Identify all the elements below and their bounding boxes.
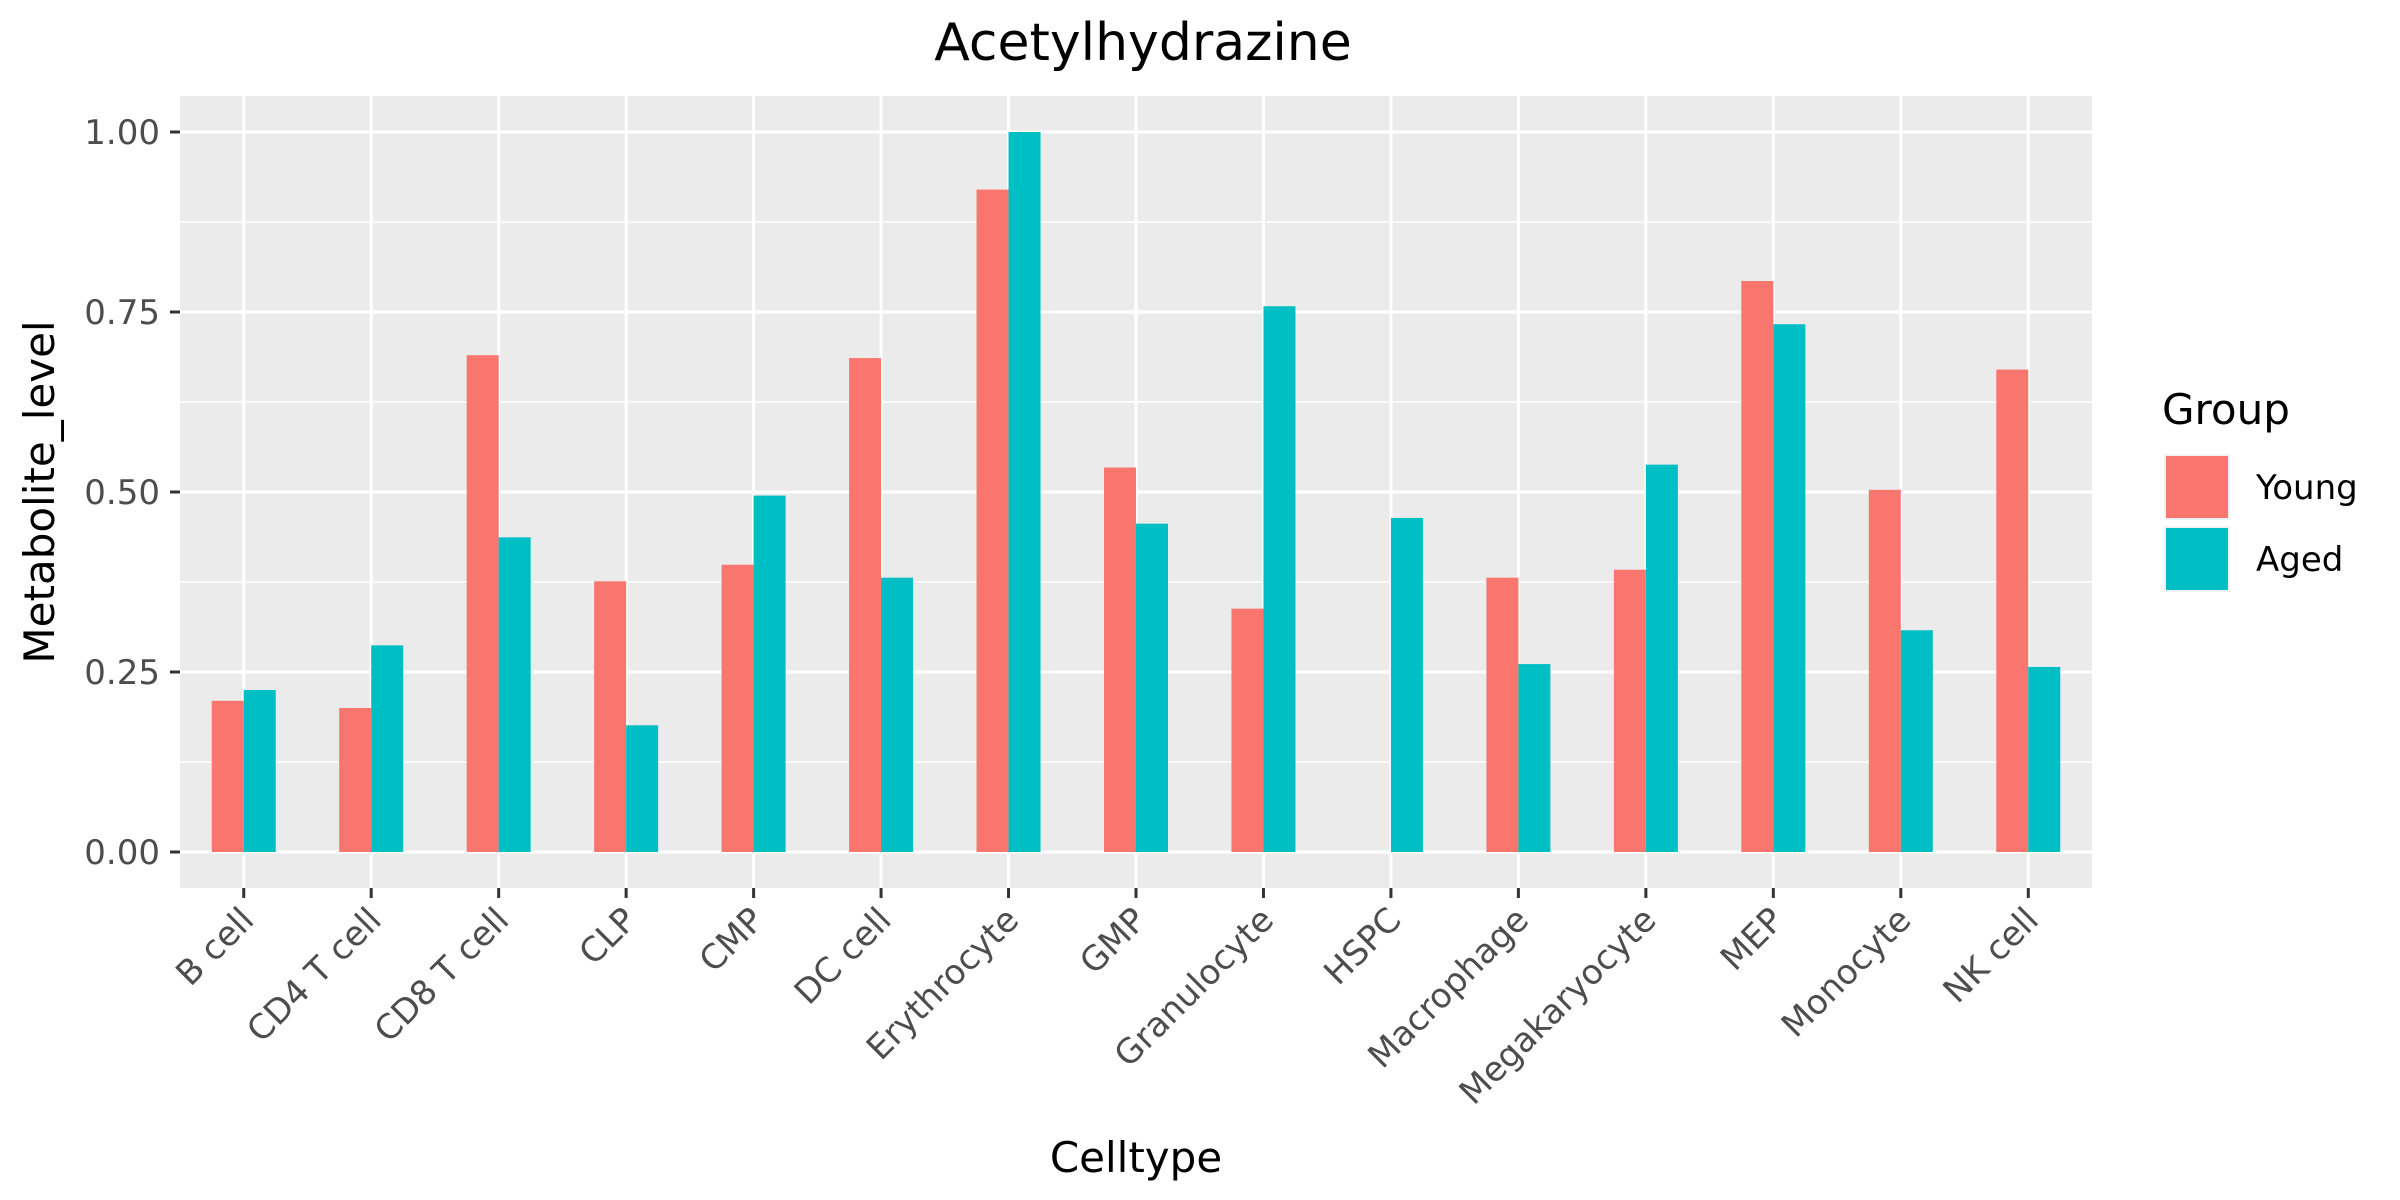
- y-axis: 0.00 0.25 0.50 0.75 1.00: [84, 113, 180, 873]
- bar-young-macrophage: [1486, 577, 1519, 852]
- bar-aged-gmp: [1136, 523, 1168, 852]
- bar-aged-hspc: [1390, 517, 1423, 852]
- bar-aged-clp: [626, 725, 659, 852]
- bar-aged-erythrocyte: [1008, 132, 1041, 852]
- x-tick-label: HSPC: [1316, 900, 1409, 993]
- x-tick-label: CD8 T cell: [367, 900, 517, 1050]
- legend: Group Young Aged: [2162, 385, 2358, 592]
- bar-young-erythrocyte: [976, 189, 1009, 853]
- x-tick-label: CMP: [692, 900, 772, 980]
- bar-young-granulocyte: [1231, 608, 1264, 852]
- bar-young-cmp: [721, 564, 754, 852]
- bar-young-dc-cell: [849, 358, 882, 852]
- bar-aged-b-cell: [243, 690, 276, 852]
- x-tick-label: B cell: [168, 900, 262, 994]
- chart-title: Acetylhydrazine: [934, 13, 1352, 73]
- bar-young-cd8-t-cell: [466, 355, 499, 852]
- bar-aged-mep: [1773, 324, 1806, 852]
- y-tick-label: 0.25: [84, 653, 160, 693]
- bar-young-megakaryocyte: [1613, 569, 1646, 852]
- legend-label-young: Young: [2255, 468, 2358, 508]
- bar-aged-cd4-t-cell: [371, 645, 404, 852]
- x-tick-label: DC cell: [787, 900, 900, 1013]
- bar-aged-nk-cell: [2028, 666, 2061, 852]
- bar-aged-megakaryocyte: [1645, 464, 1678, 852]
- x-tick-label: Monocyte: [1774, 900, 1919, 1045]
- bar-aged-cmp: [753, 495, 786, 852]
- bar-young-gmp: [1104, 467, 1136, 852]
- y-tick-label: 0.00: [84, 833, 160, 873]
- bar-aged-monocyte: [1900, 630, 1933, 852]
- x-tick-label: GMP: [1072, 900, 1154, 982]
- y-tick-label: 0.75: [84, 293, 160, 333]
- legend-title: Group: [2162, 385, 2290, 434]
- y-axis-title: Metabolite_level: [15, 320, 64, 663]
- bar-young-b-cell: [211, 700, 244, 852]
- x-tick-label: CLP: [572, 900, 645, 973]
- bar-young-cd4-t-cell: [339, 708, 372, 852]
- bar-young-monocyte: [1868, 489, 1901, 852]
- bar-aged-dc-cell: [881, 577, 914, 852]
- bar-aged-granulocyte: [1263, 306, 1296, 852]
- y-tick-label: 1.00: [84, 113, 160, 153]
- legend-label-aged: Aged: [2256, 540, 2343, 580]
- y-tick-label: 0.50: [84, 473, 160, 513]
- x-axis-title: Celltype: [1050, 1133, 1222, 1182]
- bar-aged-cd8-t-cell: [498, 537, 531, 852]
- x-tick-label: CD4 T cell: [239, 900, 389, 1050]
- bar-aged-macrophage: [1518, 664, 1551, 852]
- bar-young-nk-cell: [1996, 369, 2029, 852]
- bars: [211, 132, 2061, 853]
- x-tick-label: MEP: [1713, 900, 1792, 979]
- legend-swatch-young: [2166, 456, 2228, 518]
- bar-young-mep: [1741, 281, 1774, 852]
- x-tick-label: NK cell: [1936, 900, 2047, 1011]
- bar-young-clp: [594, 581, 627, 852]
- legend-swatch-aged: [2166, 528, 2228, 590]
